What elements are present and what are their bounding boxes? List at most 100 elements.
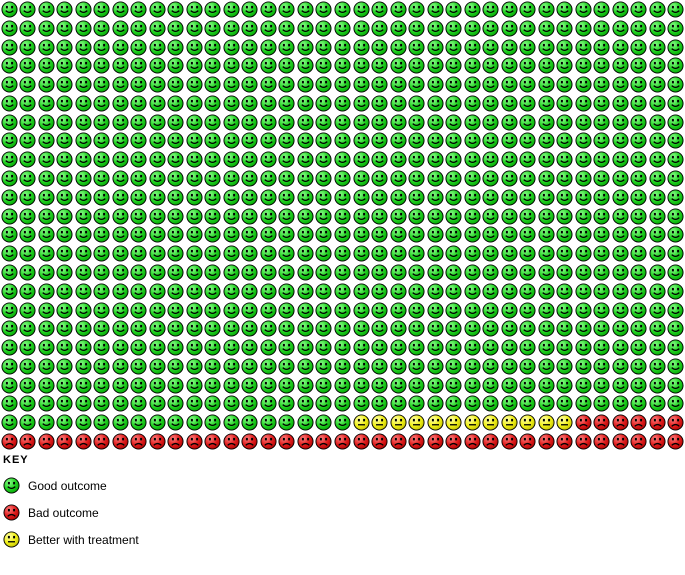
face-good [223, 132, 240, 150]
face-good [556, 95, 573, 112]
face-good [167, 207, 185, 225]
face-good [445, 264, 462, 281]
face-good [519, 358, 536, 375]
face-bad [667, 433, 684, 450]
face-bad [38, 433, 55, 450]
face-good [149, 132, 166, 150]
face-good [204, 151, 222, 168]
face-good [426, 339, 444, 356]
face-good [593, 245, 610, 262]
face-good [463, 20, 481, 37]
face-good [667, 226, 684, 244]
face-good [593, 264, 610, 281]
face-good [112, 57, 129, 75]
face-good [38, 245, 55, 262]
face-good [130, 76, 148, 93]
face-good [556, 395, 573, 413]
face-good [389, 339, 407, 356]
face-good [500, 264, 518, 281]
face-good [315, 57, 333, 75]
face-bad [482, 433, 499, 450]
face-good [556, 170, 573, 187]
face-good [297, 151, 314, 168]
face-good [593, 57, 610, 75]
face-good [315, 301, 333, 319]
face-good [556, 57, 573, 75]
face-good [1, 189, 18, 206]
face-good [278, 226, 296, 244]
face-good [389, 1, 407, 18]
face-good [260, 245, 277, 262]
face-good [38, 339, 55, 356]
face-good [463, 245, 481, 262]
face-good [130, 114, 148, 131]
face-good [149, 1, 166, 18]
face-good [315, 151, 333, 168]
face-good [315, 76, 333, 93]
face-good [260, 114, 277, 131]
face-good [112, 226, 129, 244]
face-good [574, 339, 592, 356]
face-good [667, 395, 684, 413]
face-good [334, 170, 351, 187]
face-good [630, 20, 647, 37]
face-good [630, 132, 647, 150]
face-good [537, 114, 555, 131]
face-good [93, 320, 110, 337]
face-good [297, 57, 314, 75]
face-good [112, 245, 129, 262]
face-good [426, 358, 444, 375]
face-good [352, 245, 370, 262]
face-good [426, 170, 444, 187]
face-good [519, 189, 536, 206]
face-good [19, 170, 36, 187]
face-good [241, 151, 259, 168]
face-good [1, 151, 18, 168]
face-good [574, 283, 592, 300]
face-bad [130, 433, 148, 450]
face-good [612, 283, 629, 300]
face-good [445, 376, 462, 394]
face-good [19, 132, 36, 150]
face-good [167, 57, 185, 75]
face-good [315, 38, 333, 56]
face-good [612, 395, 629, 413]
face-good [56, 264, 73, 281]
face-good [112, 114, 129, 131]
face-good [612, 114, 629, 131]
face-good [500, 376, 518, 394]
face-good [19, 76, 36, 93]
face-good [352, 38, 370, 56]
face-good [500, 395, 518, 413]
face-good [389, 245, 407, 262]
face-good [130, 1, 148, 18]
face-good [19, 264, 36, 281]
face-good [112, 283, 129, 300]
face-good [482, 395, 499, 413]
face-good [38, 57, 55, 75]
face-good [463, 57, 481, 75]
face-good [297, 20, 314, 37]
face-good [260, 170, 277, 187]
face-good [130, 207, 148, 225]
face-good [408, 264, 425, 281]
face-good [315, 20, 333, 37]
face-good [130, 320, 148, 337]
face-good [278, 95, 296, 112]
face-good [408, 151, 425, 168]
face-good [186, 339, 203, 356]
face-good [630, 38, 647, 56]
face-good [556, 114, 573, 131]
face-good [75, 57, 92, 75]
face-good [408, 245, 425, 262]
face-bad [1, 433, 18, 450]
key-label-good-outcome: Good outcome [28, 478, 107, 493]
face-good [630, 1, 647, 18]
face-good [649, 170, 666, 187]
face-bad [612, 433, 629, 450]
face-good [149, 95, 166, 112]
face-bad [556, 433, 573, 450]
face-good [463, 95, 481, 112]
face-good [149, 301, 166, 319]
face-good [186, 283, 203, 300]
